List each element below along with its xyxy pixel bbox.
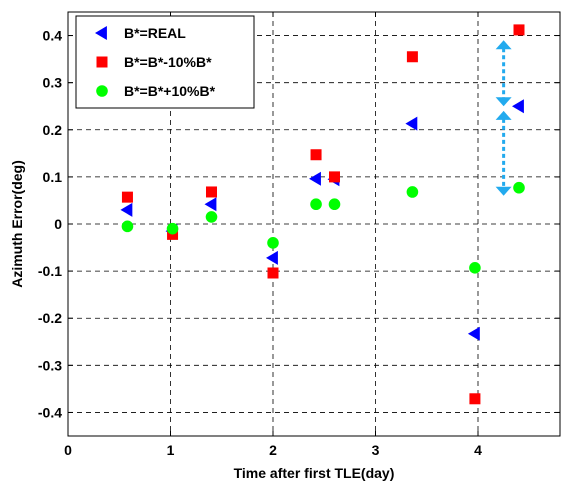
data-point-series-3: [406, 186, 419, 198]
data-point-series-3: [328, 198, 341, 211]
legend-label-3: B*=B*+10%B*: [124, 83, 216, 99]
y-axis-label: Azimuth Error(deg): [9, 160, 25, 288]
y-tick-label: -0.3: [38, 357, 62, 373]
arrow-head-up: [495, 110, 512, 120]
y-tick-label: 0.4: [43, 28, 63, 44]
data-point-series-2: [310, 149, 322, 161]
data-point-series-3: [121, 220, 134, 233]
data-point-series-1: [120, 202, 133, 217]
data-point-series-1: [512, 99, 524, 114]
annotations: [495, 40, 512, 196]
y-tick-label: -0.4: [38, 404, 62, 420]
data-point-series-2: [121, 191, 133, 203]
y-tick-label: 0: [54, 216, 62, 232]
x-tick-label: 4: [474, 442, 482, 458]
data-point-series-2: [329, 171, 340, 183]
arrow-head-up: [495, 40, 512, 50]
x-tick-label: 3: [372, 442, 380, 458]
arrow-head-down: [495, 186, 512, 196]
data-point-series-2: [267, 267, 279, 279]
data-point-series-2: [206, 186, 217, 198]
data-point-series-2: [406, 51, 418, 63]
y-tick-label: -0.1: [38, 263, 62, 279]
legend-label-2: B*=B*-10%B*: [124, 54, 212, 70]
data-point-series-3: [205, 211, 218, 223]
data-point-series-3: [310, 198, 322, 211]
data-point-series-3: [267, 237, 279, 249]
x-axis-label: Time after first TLE(day): [234, 465, 395, 481]
legend-marker-3: [96, 85, 108, 97]
data-points: [120, 24, 525, 405]
data-point-series-3: [469, 262, 481, 274]
data-point-series-1: [405, 116, 418, 131]
legend-label-1: B*=REAL: [124, 25, 186, 41]
data-point-series-3: [166, 222, 179, 235]
data-point-series-1: [266, 250, 278, 265]
data-point-series-2: [469, 393, 481, 405]
arrow-head-down: [495, 97, 512, 107]
data-point-series-3: [513, 181, 525, 194]
legend-marker-2: [96, 56, 108, 68]
data-point-series-2: [513, 24, 525, 36]
data-point-series-1: [309, 171, 321, 186]
x-tick-label: 2: [269, 442, 277, 458]
grid: [68, 12, 560, 436]
y-tick-label: 0.2: [43, 122, 63, 138]
data-point-series-1: [467, 326, 480, 341]
data-point-series-1: [204, 197, 217, 212]
x-tick-label: 0: [64, 442, 72, 458]
axis-ticks: 0 1 2 3 4 -0.4 -0.3 -0.2 -0.1 0 0.1 0.2 0.3 0.4: [38, 12, 560, 458]
legend: B*=REAL B*=B*-10%B* B*=B*+10%B*: [75, 15, 255, 109]
y-tick-label: 0.3: [43, 75, 63, 91]
y-tick-label: -0.2: [38, 310, 62, 326]
y-tick-label: 0.1: [43, 169, 63, 185]
x-tick-label: 1: [167, 442, 175, 458]
legend-marker-1: [95, 26, 107, 40]
